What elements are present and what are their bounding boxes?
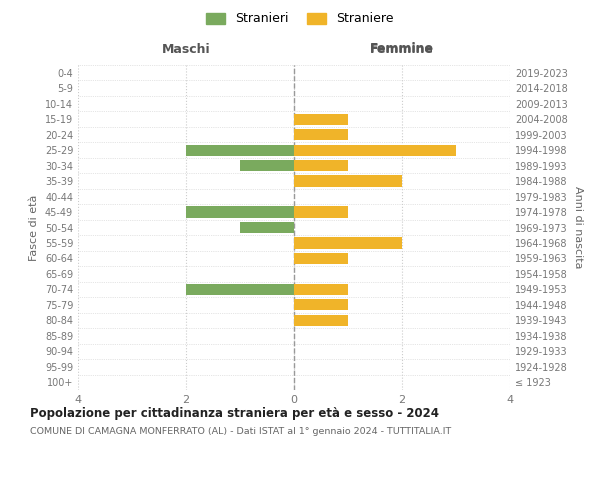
Y-axis label: Fasce di età: Fasce di età	[29, 194, 39, 260]
Bar	[294, 160, 348, 171]
Bar	[294, 176, 402, 186]
Text: Maschi: Maschi	[161, 42, 211, 56]
Bar	[294, 253, 348, 264]
Y-axis label: Anni di nascita: Anni di nascita	[573, 186, 583, 269]
Bar	[294, 284, 348, 295]
Bar	[240, 222, 294, 233]
Bar	[294, 315, 348, 326]
Text: Femmine: Femmine	[370, 42, 434, 55]
Bar	[240, 160, 294, 171]
Bar	[186, 284, 294, 295]
Bar	[294, 300, 348, 310]
Bar	[294, 114, 348, 124]
Text: Popolazione per cittadinanza straniera per età e sesso - 2024: Popolazione per cittadinanza straniera p…	[30, 408, 439, 420]
Bar	[294, 238, 402, 248]
Bar	[294, 206, 348, 218]
Bar	[294, 129, 348, 140]
Text: COMUNE DI CAMAGNA MONFERRATO (AL) - Dati ISTAT al 1° gennaio 2024 - TUTTITALIA.I: COMUNE DI CAMAGNA MONFERRATO (AL) - Dati…	[30, 428, 451, 436]
Text: Femmine: Femmine	[370, 42, 434, 56]
Bar	[294, 144, 456, 156]
Bar	[186, 144, 294, 156]
Legend: Stranieri, Straniere: Stranieri, Straniere	[203, 8, 397, 29]
Bar	[186, 206, 294, 218]
